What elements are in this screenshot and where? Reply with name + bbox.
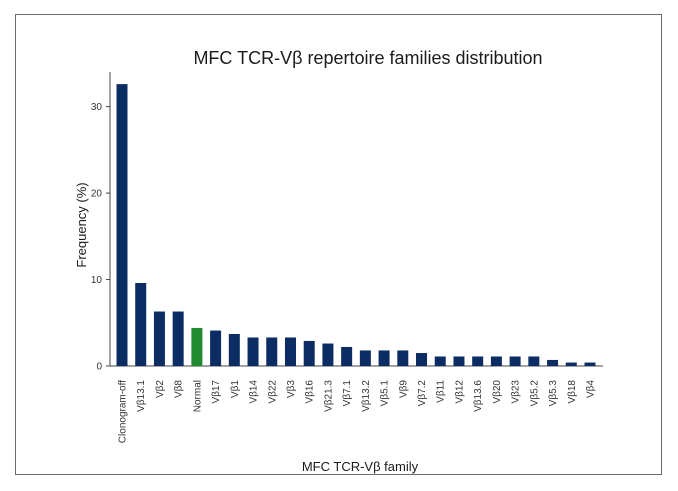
bar-normal <box>191 327 203 366</box>
bar-v-7-1 <box>341 346 353 366</box>
chart-title: MFC TCR-Vβ repertoire families distribut… <box>193 48 542 68</box>
x-tick-label: Vβ5.2 <box>529 380 540 407</box>
bar-v-14 <box>247 337 259 366</box>
bar-v-16 <box>303 340 315 366</box>
bar-v-12 <box>453 356 465 366</box>
y-tick-label: 10 <box>91 275 103 286</box>
bar-v-22 <box>266 337 278 366</box>
x-tick-label: Vβ21.3 <box>323 380 334 412</box>
bar-v-17 <box>210 330 222 366</box>
bar-v-1 <box>228 334 240 366</box>
x-tick-labels: Clonogram-off Vβ13.1 Vβ2 Vβ8 Normal Vβ17 Vβ1 Vβ… <box>118 380 597 444</box>
x-tick-label: Vβ7.2 <box>417 380 428 407</box>
x-tick-label: Vβ9 <box>398 380 409 398</box>
x-tick-label: Vβ8 <box>174 380 185 398</box>
x-tick-label: Vβ4 <box>586 380 597 398</box>
bar-v-9 <box>397 350 409 366</box>
y-axis: 0 10 20 30 <box>91 72 603 373</box>
x-tick-label: Vβ16 <box>305 380 316 404</box>
bars <box>116 84 596 367</box>
x-tick-label: Clonogram-off <box>118 380 129 443</box>
x-tick-label: Normal <box>192 380 203 412</box>
y-tick-label: 20 <box>91 189 103 200</box>
x-tick-label: Vβ22 <box>267 380 278 404</box>
bar-v-8 <box>172 311 184 366</box>
x-tick-label: Vβ2 <box>155 380 166 398</box>
bar-v-5-3 <box>547 359 559 366</box>
x-tick-label: Vβ20 <box>492 380 503 404</box>
x-tick-label: Vβ12 <box>454 380 465 404</box>
bar-v-13-2 <box>359 350 371 366</box>
x-axis-label: MFC TCR-Vβ family <box>302 459 419 474</box>
bar-clonogram-off <box>116 84 128 367</box>
bar-v-5-1 <box>378 350 390 366</box>
bar-v-13-6 <box>472 356 484 366</box>
x-tick-label: Vβ5.3 <box>548 380 559 407</box>
bar-v-20 <box>490 356 502 366</box>
x-tick-label: Vβ3 <box>286 380 297 398</box>
x-tick-label: Vβ18 <box>567 380 578 404</box>
x-tick-label: Vβ23 <box>511 380 522 404</box>
x-tick-label: Vβ11 <box>436 380 447 403</box>
x-tick-label: Vβ5.1 <box>380 380 391 407</box>
y-tick-label: 30 <box>91 102 103 113</box>
bar-v-18 <box>565 362 577 366</box>
y-axis-label: Frequency (%) <box>74 182 89 267</box>
bar-v-5-2 <box>528 356 540 366</box>
x-tick-label: Vβ13.2 <box>361 380 372 412</box>
bar-v-7-2 <box>416 353 428 366</box>
bar-v-21-3 <box>322 343 334 366</box>
bar-v-23 <box>509 356 521 366</box>
bar-v-2 <box>153 311 165 366</box>
x-tick-label: Vβ1 <box>230 380 241 398</box>
x-tick-label: Vβ17 <box>211 380 222 404</box>
x-tick-label: Vβ13.1 <box>136 380 147 412</box>
x-tick-label: Vβ14 <box>249 380 260 404</box>
x-tick-label: Vβ7.1 <box>342 380 353 407</box>
bar-v-3 <box>284 337 296 366</box>
bar-v-13-1 <box>135 282 147 366</box>
x-tick-label: Vβ13.6 <box>473 380 484 412</box>
y-tick-label: 0 <box>96 362 102 373</box>
bar-v-4 <box>584 362 596 366</box>
bar-v-11 <box>434 356 446 366</box>
